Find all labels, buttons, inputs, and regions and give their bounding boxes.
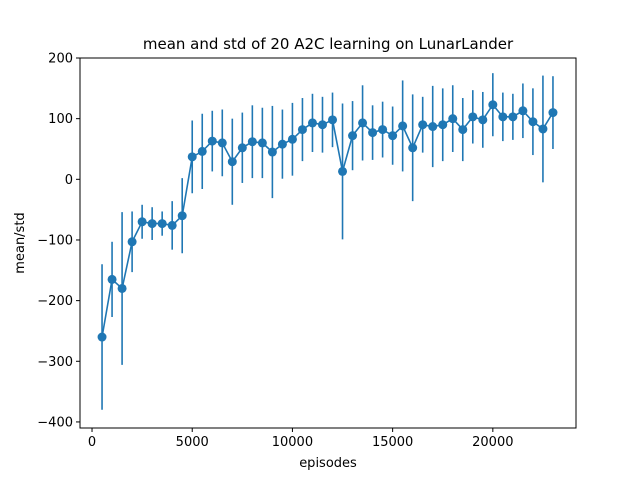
data-point bbox=[388, 131, 398, 141]
data-point bbox=[307, 118, 317, 128]
x-tick-label: 0 bbox=[88, 435, 96, 450]
data-point bbox=[177, 211, 187, 221]
data-point bbox=[317, 120, 327, 130]
data-point bbox=[478, 115, 488, 125]
data-point bbox=[548, 108, 558, 118]
data-point bbox=[127, 237, 137, 247]
data-point bbox=[227, 157, 237, 167]
y-tick-label: −400 bbox=[37, 415, 73, 430]
x-tick-label: 10000 bbox=[272, 435, 313, 450]
x-tick-label: 5000 bbox=[176, 435, 209, 450]
data-point bbox=[518, 106, 528, 116]
data-point bbox=[107, 274, 117, 284]
data-point bbox=[358, 118, 368, 128]
data-point bbox=[207, 136, 217, 146]
x-axis: 0 5000 10000 15000 20000 bbox=[88, 428, 514, 450]
data-point bbox=[237, 143, 247, 153]
data-point bbox=[498, 112, 508, 122]
chart-title: mean and std of 20 A2C learning on Lunar… bbox=[143, 35, 514, 53]
y-tick-label: 0 bbox=[65, 173, 73, 188]
data-point bbox=[338, 166, 348, 176]
y-tick-label: 200 bbox=[48, 52, 73, 67]
data-point bbox=[368, 128, 378, 138]
data-point bbox=[277, 139, 287, 149]
data-point bbox=[378, 125, 388, 135]
data-point bbox=[117, 283, 127, 293]
data-point bbox=[187, 152, 197, 162]
y-tick-label: 100 bbox=[48, 112, 73, 127]
x-axis-label: episodes bbox=[299, 456, 357, 471]
plot-area bbox=[97, 73, 558, 410]
data-point bbox=[147, 219, 157, 229]
data-point bbox=[488, 100, 498, 110]
data-point bbox=[328, 115, 338, 125]
y-tick-label: −100 bbox=[37, 233, 73, 248]
data-point bbox=[167, 220, 177, 230]
data-point bbox=[398, 121, 408, 131]
y-tick-label: −200 bbox=[37, 294, 73, 309]
data-point bbox=[528, 117, 538, 127]
data-point bbox=[418, 120, 428, 130]
y-tick-label: −300 bbox=[37, 355, 73, 370]
data-point bbox=[137, 217, 147, 227]
data-point bbox=[348, 131, 358, 141]
data-point bbox=[448, 114, 458, 124]
data-point bbox=[197, 146, 207, 156]
data-point bbox=[157, 219, 167, 229]
axes-frame bbox=[79, 57, 577, 429]
data-point bbox=[297, 125, 307, 135]
data-point bbox=[257, 138, 267, 148]
data-point bbox=[97, 332, 107, 342]
data-point bbox=[267, 147, 277, 157]
data-point bbox=[438, 120, 448, 130]
data-point bbox=[508, 112, 518, 122]
data-point bbox=[458, 125, 468, 135]
series-line bbox=[101, 103, 554, 338]
y-axis-label: mean/std bbox=[13, 212, 28, 273]
data-point bbox=[287, 134, 297, 144]
x-tick-label: 15000 bbox=[372, 435, 413, 450]
data-point bbox=[247, 137, 257, 147]
data-point bbox=[428, 122, 438, 132]
data-point bbox=[538, 124, 548, 134]
x-tick-label: 20000 bbox=[472, 435, 513, 450]
data-point bbox=[468, 112, 478, 122]
data-point bbox=[217, 138, 227, 148]
data-point bbox=[408, 143, 418, 153]
y-axis: −400 −300 −200 −100 0 100 200 bbox=[37, 52, 80, 430]
